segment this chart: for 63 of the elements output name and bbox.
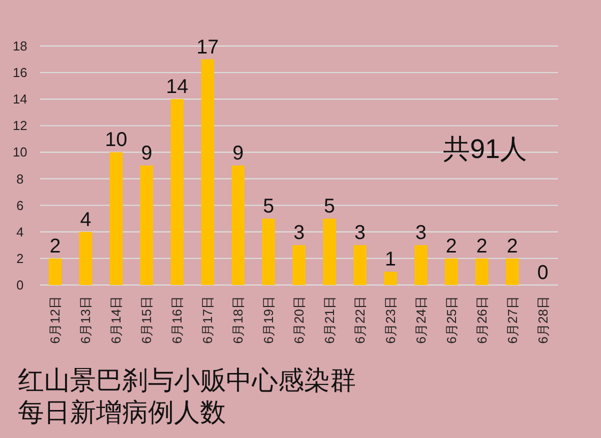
- x-tick-label: 6月16日: [170, 296, 185, 344]
- bar: [232, 166, 245, 285]
- data-label: 5: [324, 196, 336, 218]
- x-tick-label: 6月27日: [504, 296, 520, 344]
- data-label: 2: [446, 235, 457, 258]
- bar: [48, 258, 62, 285]
- bar: [140, 166, 154, 285]
- x-tick-label: 6月18日: [230, 296, 246, 344]
- data-label: 1: [384, 248, 396, 271]
- data-label: 2: [476, 235, 488, 258]
- bar: [506, 258, 519, 285]
- x-tick-label: 6月28日: [535, 296, 550, 344]
- x-tick-label: 6月14日: [108, 296, 124, 344]
- y-tick-label: 0: [16, 278, 24, 292]
- x-tick-label: 6月21日: [322, 296, 337, 344]
- bar: [444, 258, 458, 285]
- data-label: 3: [293, 222, 305, 244]
- data-label: 3: [354, 222, 366, 244]
- annotation: 共91人: [443, 134, 528, 164]
- data-label: 5: [262, 196, 274, 218]
- data-label: 2: [506, 235, 518, 258]
- x-tick-label: 6月20日: [292, 296, 306, 344]
- bar: [201, 59, 214, 285]
- y-tick-label: 16: [12, 65, 28, 80]
- x-tick-label: 6月22日: [352, 296, 368, 344]
- data-label: 4: [80, 208, 92, 231]
- bar: [170, 99, 184, 285]
- x-tick-label: 6月13日: [78, 296, 94, 344]
- x-tick-label: 6月26日: [474, 296, 490, 344]
- y-tick-label: 10: [12, 144, 28, 160]
- x-tick-label: 6月15日: [139, 296, 154, 344]
- bar: [110, 152, 123, 285]
- data-label: 17: [196, 36, 219, 58]
- bar: [322, 218, 336, 285]
- x-tick-label: 6月25日: [444, 296, 459, 344]
- bar: [262, 218, 276, 285]
- bar: [79, 232, 92, 285]
- x-tick-label: 6月24日: [413, 296, 428, 344]
- y-tick-label: 4: [16, 224, 24, 240]
- data-label: 14: [166, 76, 188, 98]
- data-label: 2: [50, 235, 61, 258]
- data-label: 3: [415, 222, 426, 244]
- data-label: 0: [537, 262, 548, 284]
- y-tick-label: 2: [16, 250, 24, 266]
- bar: [292, 245, 306, 285]
- bar: [475, 258, 488, 285]
- data-label: 9: [232, 142, 244, 164]
- y-tick-label: 14: [12, 92, 28, 107]
- x-tick-label: 6月23日: [382, 296, 398, 344]
- data-label: 9: [141, 142, 152, 164]
- y-tick-label: 6: [16, 198, 24, 213]
- x-tick-label: 6月17日: [200, 296, 216, 344]
- text: 红山景巴刹与小贩中心感染群: [18, 365, 356, 395]
- y-tick-label: 18: [12, 38, 28, 54]
- bar: [384, 272, 397, 285]
- x-tick-label: 6月12日: [48, 296, 63, 344]
- text: 每日新增病例人数: [18, 397, 226, 427]
- data-label: 10: [105, 129, 128, 152]
- x-tick-label: 6月19日: [261, 296, 276, 344]
- bar: [414, 245, 428, 285]
- y-tick-label: 8: [16, 171, 24, 186]
- y-tick-label: 12: [12, 118, 28, 134]
- bar: [353, 245, 366, 285]
